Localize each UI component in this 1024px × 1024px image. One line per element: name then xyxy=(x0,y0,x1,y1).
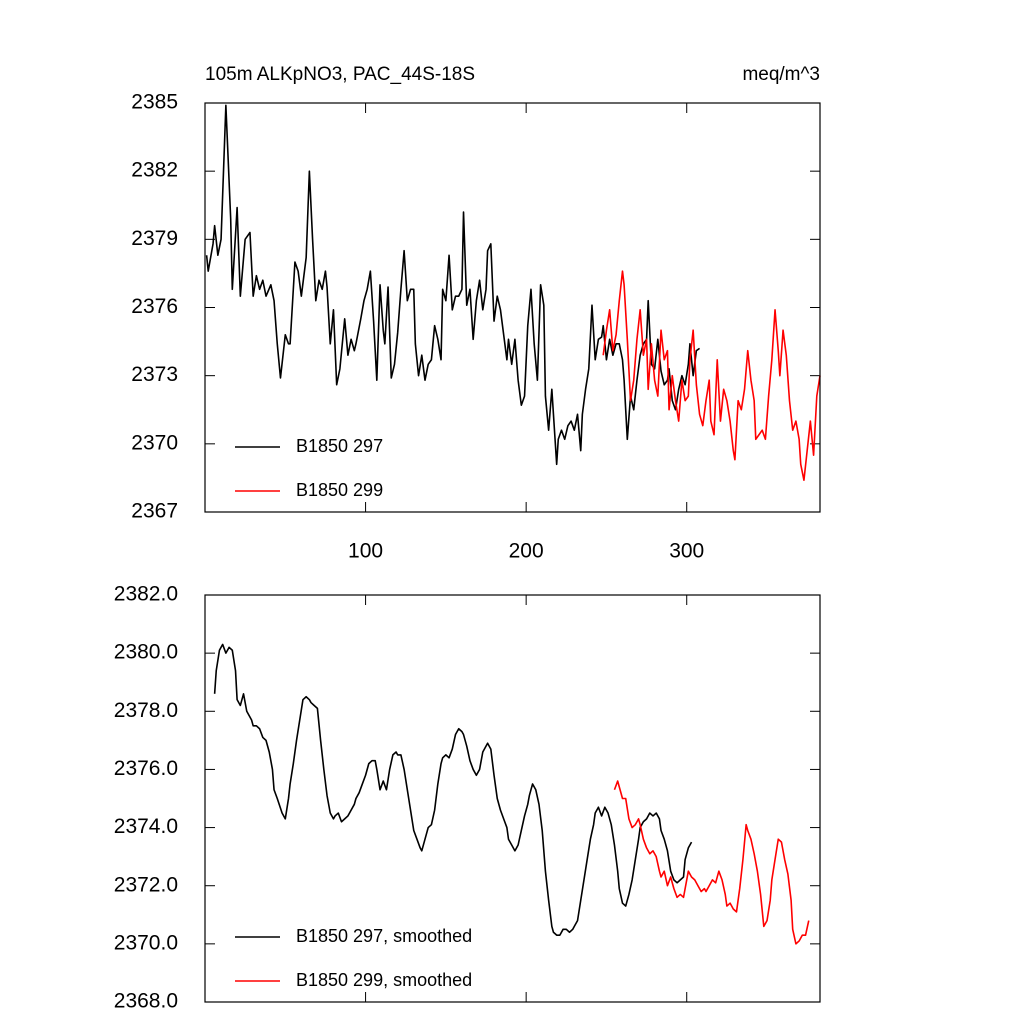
y-tick-label: 2374.0 xyxy=(114,815,178,838)
plot-frame xyxy=(204,594,821,1003)
series-line xyxy=(213,643,693,936)
series-line xyxy=(602,270,821,481)
y-tick-label: 2376.0 xyxy=(114,757,178,780)
units-label: meq/m^3 xyxy=(742,64,820,85)
y-tick-label: 2370.0 xyxy=(114,931,178,954)
y-tick-label: 2370 xyxy=(131,431,178,454)
y-tick-label: 2378.0 xyxy=(114,699,178,722)
y-tick-label: 2382 xyxy=(131,159,178,182)
legend-label: B1850 299 xyxy=(296,480,383,500)
y-tick-label: 2367 xyxy=(131,500,178,523)
x-tick-label: 300 xyxy=(669,540,704,563)
legend-label: B1850 297 xyxy=(296,436,383,456)
plot-frame xyxy=(204,102,821,513)
y-tick-label: 2382.0 xyxy=(114,583,178,606)
y-tick-label: 2373 xyxy=(131,363,178,386)
y-tick-label: 2385 xyxy=(131,91,178,114)
y-tick-label: 2368.0 xyxy=(114,990,178,1013)
chart-title: 105m ALKpNO3, PAC_44S-18S xyxy=(205,64,475,85)
series-line xyxy=(613,780,810,945)
x-tick-label: 200 xyxy=(509,540,544,563)
x-tick-label: 100 xyxy=(348,540,383,563)
y-tick-label: 2379 xyxy=(131,227,178,250)
y-tick-label: 2380.0 xyxy=(114,641,178,664)
legend-label: B1850 297, smoothed xyxy=(296,926,472,946)
series-line xyxy=(205,104,701,466)
legend-label: B1850 299, smoothed xyxy=(296,970,472,990)
y-tick-label: 2376 xyxy=(131,295,178,318)
y-tick-label: 2372.0 xyxy=(114,873,178,896)
